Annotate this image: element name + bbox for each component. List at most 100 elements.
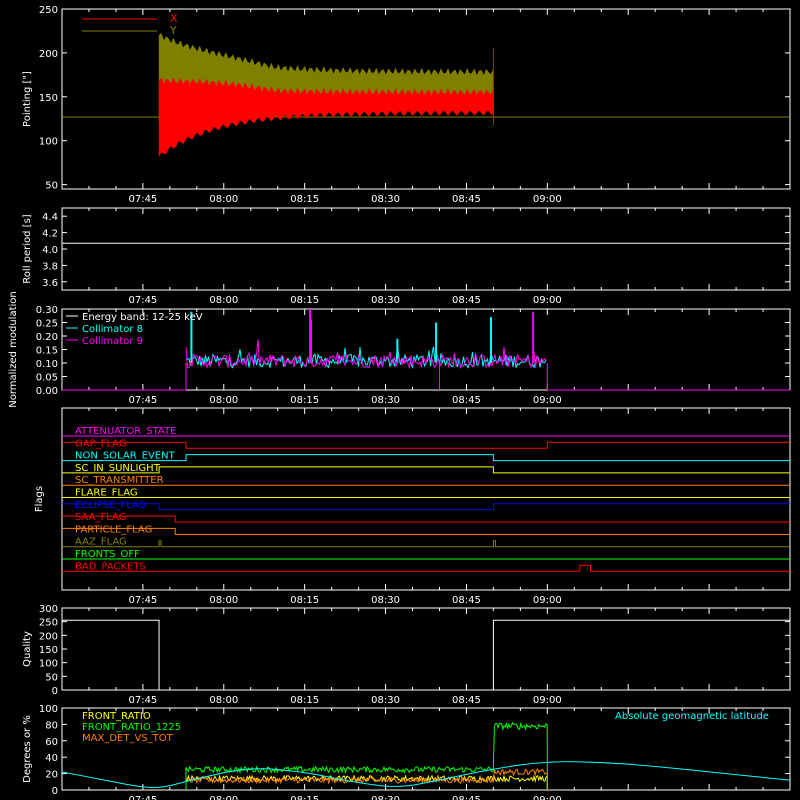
pointing-xtick-label: 08:30 (371, 194, 400, 205)
modulation-legend-label: Collimator 8 (82, 324, 143, 335)
degrees-legend-label-front_ratio: FRONT_RATIO (82, 711, 151, 722)
modulation-ytick-label: 0.15 (36, 346, 58, 357)
quality-xtick-label: 08:30 (371, 695, 400, 706)
flag-line-non_solar_event (62, 454, 790, 462)
pointing-ytick-label: 100 (39, 137, 58, 148)
degrees_percent-ytick-label: 0 (52, 786, 58, 797)
geomagnetic-latitude-curve (61, 761, 791, 789)
pointing-ytick-label: 150 (39, 93, 58, 104)
flag-line-eclipse_flag (62, 503, 790, 511)
pointing-xtick-label: 08:15 (290, 194, 319, 205)
quality-ytick-label: 100 (39, 659, 58, 670)
quality-ytick-label: 200 (39, 631, 58, 642)
modulation-trace-9 (185, 339, 547, 370)
degrees_percent-xtick-label: 07:45 (128, 795, 157, 800)
roll_period-ytick-label: 4.2 (42, 229, 58, 240)
modulation-ytick-label: 0.20 (36, 332, 58, 343)
modulation-legend-label: Collimator 9 (82, 336, 143, 347)
degrees-legend-label-front_ratio_1225: FRONT_RATIO_1225 (82, 722, 181, 733)
flag-line-saa_flag (62, 515, 790, 523)
pointing-panel: 50 100 150 200 250 07:45 08:00 08:15 08:30 08:45 0… (22, 5, 791, 205)
flags-xtick-label: 09:00 (533, 595, 562, 606)
roll_period-xtick-label: 08:00 (209, 295, 238, 306)
degrees-ylabel: Degrees or % (22, 715, 33, 783)
quality-ylabel: Quality (22, 631, 33, 667)
flags-axes-frame (61, 407, 791, 591)
degrees_percent-xtick-label: 08:00 (209, 795, 238, 800)
modulation-ylabel: Normalized modulation (8, 291, 19, 408)
roll_period-ytick-label: 3.8 (42, 261, 58, 272)
roll_period-panel: 3.6 3.8 4.0 4.2 4.4 07:45 08:00 08:15 08:30 08:45… (22, 207, 791, 306)
pointing-xtick-label: 08:45 (452, 194, 481, 205)
flag-label-attenuator_state: ATTENUATOR_STATE (75, 426, 176, 437)
flag-line-bad_packets (62, 564, 790, 572)
flags-xtick-label: 08:15 (290, 595, 319, 606)
flags-xtick-label: 08:30 (371, 595, 400, 606)
quality-xtick-label: 08:00 (209, 695, 238, 706)
flag-label-eclipse_flag: ECLIPSE_FLAG (75, 500, 146, 511)
modulation-xtick-label: 07:45 (128, 395, 157, 406)
pointing-xtick-label: 09:00 (533, 194, 562, 205)
degrees_percent-ytick-label: 40 (45, 753, 58, 764)
modulation-legend-title: Energy band: 12-25 keV (82, 312, 203, 323)
pointing-legend-label-x: X (170, 12, 178, 25)
flag-line-gap_flag (62, 441, 790, 449)
degrees_percent-axes-frame (61, 707, 791, 791)
pointing-ytick-label: 250 (39, 5, 58, 16)
degrees-legend-label-max_det_vs_tot: MAX_DET_VS_TOT (82, 733, 174, 744)
degrees_percent-xtick-label: 09:00 (533, 795, 562, 800)
degrees_percent-xtick-label: 08:15 (290, 795, 319, 800)
quality-ytick-label: 150 (39, 645, 58, 656)
flags-xtick-label: 07:45 (128, 595, 157, 606)
quality-ytick-label: 0 (52, 686, 58, 697)
roll_period-ytick-label: 4.0 (42, 245, 58, 256)
pointing-ytick-label: 50 (45, 181, 58, 192)
modulation-ytick-label: 0.05 (36, 373, 58, 384)
modulation-panel: 0.00 0.05 0.10 0.15 0.20 0.25 0.30 07:45 08:00 08… (8, 291, 791, 408)
pointing-ytick-label: 200 (39, 49, 58, 60)
roll_period-xtick-label: 08:15 (290, 295, 319, 306)
quality-xtick-label: 07:45 (128, 695, 157, 706)
modulation-xtick-label: 08:00 (209, 395, 238, 406)
roll_period-xtick-label: 07:45 (128, 295, 157, 306)
degrees_percent-ytick-label: 80 (45, 720, 58, 731)
degrees_percent-xtick-label: 08:45 (452, 795, 481, 800)
flag-label-gap_flag: GAP_FLAG (75, 438, 127, 449)
flags-panel: 07:45 08:00 08:15 08:30 08:45 09:00 Flags ATTEN… (34, 407, 791, 606)
degrees_percent-ytick-label: 60 (45, 737, 58, 748)
modulation-xtick-label: 08:15 (290, 395, 319, 406)
flag-label-bad_packets: BAD_PACKETS (75, 561, 146, 572)
flag-label-particle_flag: PARTICLE_FLAG (75, 524, 152, 535)
modulation-ytick-label: 0.25 (36, 319, 58, 330)
degrees_percent-ytick-label: 100 (39, 704, 58, 715)
quality-xtick-label: 08:15 (290, 695, 319, 706)
flag-label-fronts_off: FRONTS_OFF (75, 549, 140, 560)
pointing-xtick-label: 08:00 (209, 194, 238, 205)
modulation-xtick-label: 08:30 (371, 395, 400, 406)
flags-xtick-label: 08:45 (452, 595, 481, 606)
flag-line-aaz_flag (62, 540, 790, 548)
modulation-ytick-label: 0.00 (36, 386, 58, 397)
pointing-ylabel: Pointing ["] (22, 71, 33, 127)
roll-period-ylabel: Roll period [s] (22, 214, 33, 283)
roll_period-xtick-label: 08:45 (452, 295, 481, 306)
modulation-ytick-label: 0.30 (36, 305, 58, 316)
flag-label-saa_flag: SAA_FLAG (75, 512, 126, 523)
quality-xtick-label: 09:00 (533, 695, 562, 706)
flag-label-flare_flag: FLARE_FLAG (75, 488, 138, 499)
flag-label-aaz_flag: AAZ_FLAG (75, 537, 127, 548)
flag-line-particle_flag (62, 527, 790, 535)
degrees_percent-ytick-label: 20 (45, 770, 58, 781)
degrees-trace-front_ratio_1225 (185, 721, 548, 791)
flag-label-sc_in_sunlight: SC_IN_SUNLIGHT (75, 463, 161, 474)
flag-line-sc_in_sunlight (62, 466, 790, 474)
modulation-xtick-label: 09:00 (533, 395, 562, 406)
degrees_percent-xtick-label: 08:30 (371, 795, 400, 800)
degrees_percent-panel: 0 20 40 60 80 100 07:45 08:00 08:15 08:30 08:45 09:… (22, 704, 791, 800)
flags-ylabel: Flags (34, 486, 45, 512)
pointing-axes-frame (61, 8, 791, 190)
quality-xtick-label: 08:45 (452, 695, 481, 706)
quality-ytick-label: 300 (39, 604, 58, 615)
flags-xtick-label: 08:00 (209, 595, 238, 606)
